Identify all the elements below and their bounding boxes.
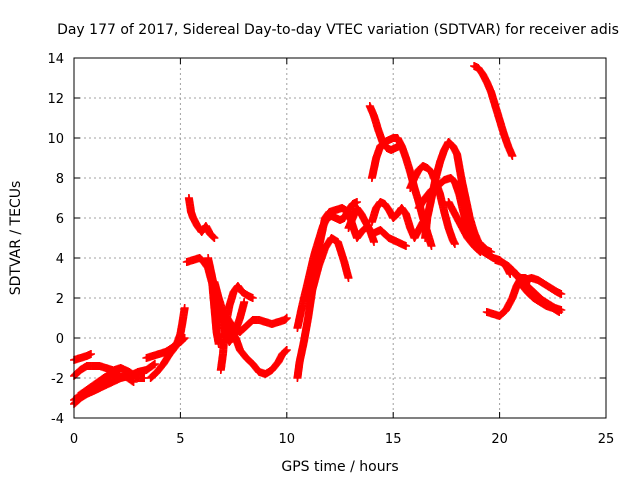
y-axis-title: SDTVAR / TECUs: [8, 181, 24, 296]
series-track-20: [367, 198, 427, 242]
x-tick-label: 25: [598, 432, 615, 447]
data-point-marker: [402, 242, 410, 250]
series-track-21: [367, 226, 410, 250]
series-track-25: [444, 198, 485, 256]
y-tick-label: 14: [47, 52, 64, 67]
data-point-marker: [344, 274, 353, 282]
y-tick-label: 2: [56, 292, 64, 307]
x-axis-title: GPS time / hours: [281, 459, 398, 475]
data-point-marker: [475, 247, 484, 256]
x-tick-label: 10: [279, 432, 296, 447]
data-point-marker: [150, 360, 159, 368]
data-point-marker: [427, 242, 436, 250]
series-track-7: [146, 304, 189, 382]
data-point-marker: [476, 248, 485, 256]
x-tick-label: 0: [70, 432, 78, 447]
data-point-marker: [557, 290, 566, 298]
y-tick-label: 6: [56, 212, 64, 227]
data-point-marker: [450, 240, 459, 248]
data-point-marker: [210, 234, 219, 242]
tick-layer: 0 5 10 15 20 25 -4 -2 0 2 4 6 8 10 12 14: [47, 52, 614, 447]
series-track-5: [74, 370, 138, 400]
y-tick-label: 10: [47, 132, 64, 147]
y-tick-label: 0: [56, 332, 64, 347]
y-tick-label: 8: [56, 172, 64, 187]
series-layer: [70, 62, 566, 408]
data-point-marker: [248, 294, 257, 302]
x-tick-label: 5: [176, 432, 184, 447]
series-track-30: [516, 280, 564, 316]
plot-frame: [73, 57, 607, 419]
data-point-marker: [180, 304, 189, 312]
series-track-23: [421, 138, 496, 256]
x-tick-label: 15: [385, 432, 402, 447]
data-point-marker: [240, 298, 249, 306]
data-point-marker: [370, 238, 378, 246]
data-point-marker: [282, 346, 291, 354]
y-tick-label: 12: [47, 92, 64, 107]
series-track-8: [184, 194, 219, 242]
series-track-13: [223, 314, 291, 336]
y-tick-label: -4: [51, 412, 64, 427]
data-point-marker: [140, 374, 149, 382]
data-point-marker: [508, 152, 517, 160]
chart-title: Day 177 of 2017, Sidereal Day-to-day VTE…: [57, 22, 619, 38]
series-track-16: [304, 204, 370, 302]
y-tick-label: -2: [51, 372, 64, 387]
data-point-marker: [282, 314, 291, 322]
data-point-marker: [129, 378, 138, 386]
y-tick-label: 4: [56, 252, 64, 267]
x-tick-label: 20: [491, 432, 508, 447]
data-point-marker: [87, 350, 95, 358]
data-point-marker: [555, 308, 564, 316]
series-track-26: [470, 62, 517, 160]
